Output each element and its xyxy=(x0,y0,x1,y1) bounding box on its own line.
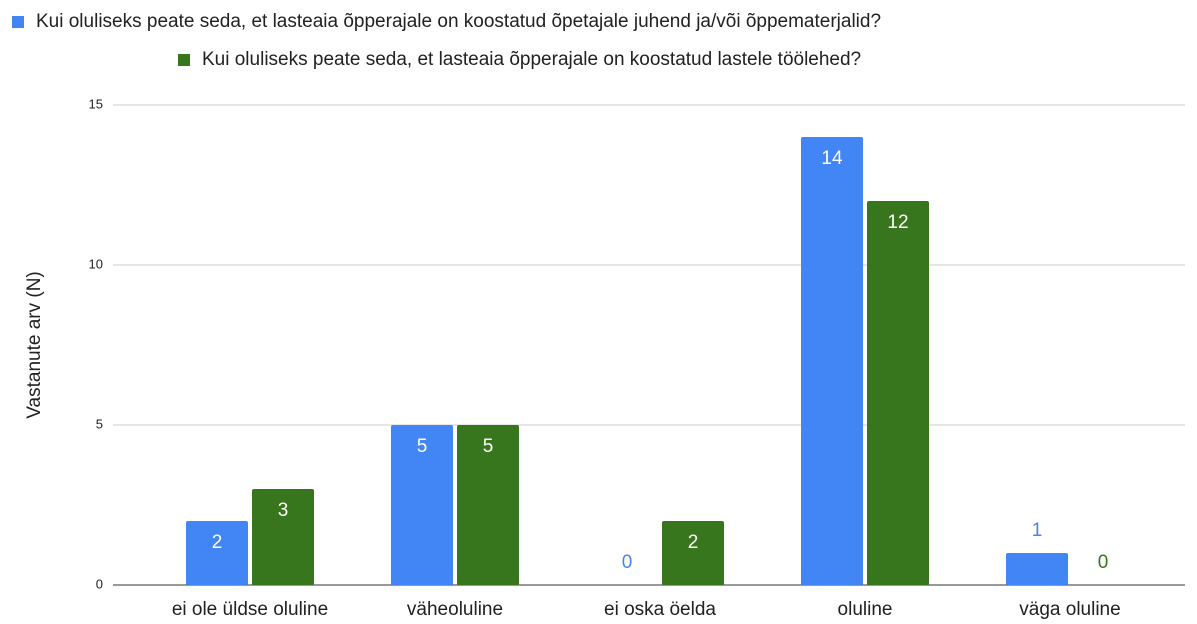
bar xyxy=(1006,553,1068,585)
y-axis-title: Vastanute arv (N) xyxy=(24,271,45,418)
bar xyxy=(662,521,724,585)
y-tick-label: 15 xyxy=(89,96,103,111)
x-tick-label: oluline xyxy=(838,599,893,620)
x-tick-label: väheoluline xyxy=(407,599,503,620)
data-label: 2 xyxy=(212,532,223,553)
data-label: 12 xyxy=(887,212,908,233)
data-label: 1 xyxy=(1032,520,1043,541)
x-tick-label: ei oska öelda xyxy=(604,599,716,620)
bar xyxy=(252,489,314,585)
legend-swatch xyxy=(12,16,24,28)
bar xyxy=(457,425,519,585)
bar xyxy=(867,201,929,585)
data-label: 0 xyxy=(622,552,633,573)
data-label: 2 xyxy=(688,532,699,553)
y-tick-label: 5 xyxy=(96,416,103,431)
bar xyxy=(391,425,453,585)
y-tick-label: 10 xyxy=(89,256,103,271)
legend-label: Kui oluliseks peate seda, et lasteaia õp… xyxy=(36,11,881,32)
data-label: 5 xyxy=(417,436,428,457)
data-label: 5 xyxy=(483,436,494,457)
data-label: 3 xyxy=(278,500,289,521)
y-tick-label: 0 xyxy=(96,576,103,591)
bar xyxy=(186,521,248,585)
x-tick-label: väga oluline xyxy=(1019,599,1120,620)
data-label: 14 xyxy=(821,148,843,169)
legend-swatch xyxy=(178,54,190,66)
x-tick-label: ei ole üldse oluline xyxy=(172,599,328,620)
data-label: 0 xyxy=(1098,552,1109,573)
legend-label: Kui oluliseks peate seda, et lasteaia õp… xyxy=(202,49,861,70)
bar xyxy=(801,137,863,585)
